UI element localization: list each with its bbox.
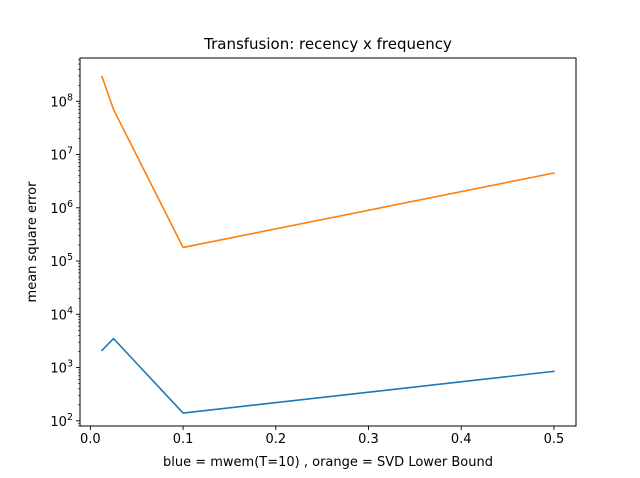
x-axis-label: blue = mwem(T=10) , orange = SVD Lower B…	[163, 455, 493, 470]
x-tick-label-5: 0.5	[544, 432, 565, 447]
y-tick-label-2: 104	[50, 305, 73, 323]
y-tick-label-5: 107	[50, 146, 73, 164]
plot-area	[80, 58, 576, 426]
plot-frame	[79, 57, 577, 427]
chart-title: Transfusion: recency x frequency	[203, 35, 452, 53]
x-tick-label-2: 0.2	[265, 432, 286, 447]
series-layer	[100, 75, 555, 414]
y-axis-ticks: 102 103 104 105 106 107 108	[50, 59, 80, 430]
y-tick-label-3: 105	[50, 252, 73, 270]
x-tick-label-1: 0.1	[173, 432, 194, 447]
series-line-0	[100, 337, 555, 414]
series-line-1	[100, 75, 555, 249]
y-tick-label-6: 108	[50, 92, 73, 110]
x-axis-ticks: 0.0 0.1 0.2 0.3 0.4 0.5	[80, 426, 564, 447]
y-axis-label: mean square error	[25, 181, 40, 303]
x-tick-label-3: 0.3	[358, 432, 379, 447]
y-tick-label-1: 103	[50, 359, 73, 377]
x-tick-label-4: 0.4	[451, 432, 472, 447]
y-tick-label-4: 106	[50, 199, 73, 217]
y-tick-label-0: 102	[50, 412, 73, 430]
x-tick-label-0: 0.0	[80, 432, 101, 447]
